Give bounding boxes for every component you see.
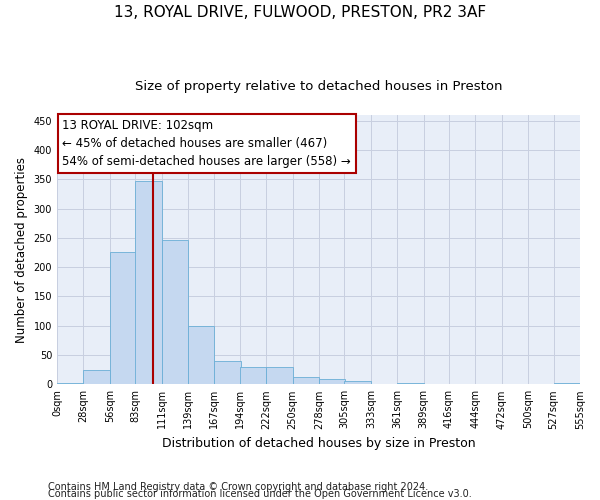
Bar (57, 382, 83, 384)
Bar (161, 240, 188, 384)
Bar (110, 252, 136, 384)
Text: 13, ROYAL DRIVE, FULWOOD, PRESTON, PR2 3AF: 13, ROYAL DRIVE, FULWOOD, PRESTON, PR2 3… (114, 5, 486, 20)
Bar (188, 326, 214, 384)
Bar (135, 181, 161, 384)
Y-axis label: Number of detached properties: Number of detached properties (15, 156, 28, 342)
Bar (554, 382, 580, 384)
Bar (293, 376, 319, 384)
Bar (344, 382, 371, 384)
Bar (319, 379, 346, 384)
Text: Contains public sector information licensed under the Open Government Licence v3: Contains public sector information licen… (48, 489, 472, 499)
Bar (214, 361, 241, 384)
Text: Contains HM Land Registry data © Crown copyright and database right 2024.: Contains HM Land Registry data © Crown c… (48, 482, 428, 492)
Bar (397, 382, 424, 384)
X-axis label: Distribution of detached houses by size in Preston: Distribution of detached houses by size … (162, 437, 475, 450)
Bar (240, 366, 266, 384)
Bar (83, 370, 110, 384)
Text: 13 ROYAL DRIVE: 102sqm
← 45% of detached houses are smaller (467)
54% of semi-de: 13 ROYAL DRIVE: 102sqm ← 45% of detached… (62, 119, 351, 168)
Bar (266, 366, 293, 384)
Title: Size of property relative to detached houses in Preston: Size of property relative to detached ho… (135, 80, 502, 93)
